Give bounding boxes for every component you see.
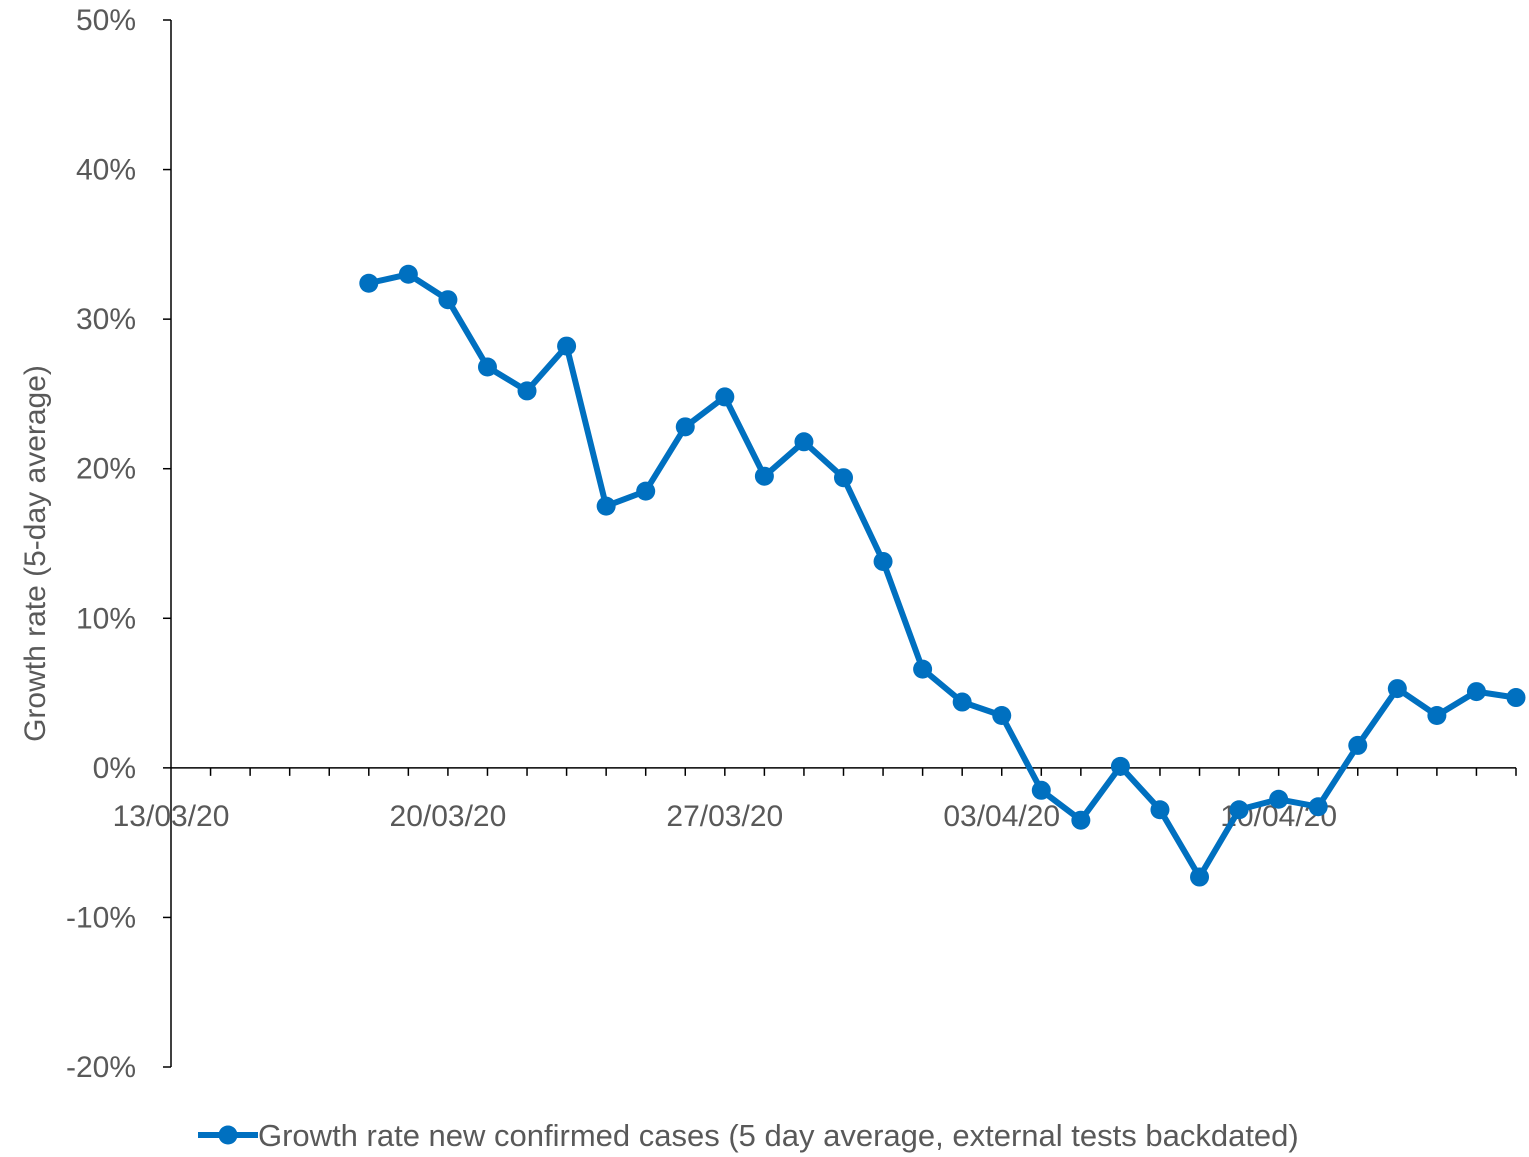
data-point xyxy=(1308,797,1328,817)
data-point xyxy=(952,692,972,712)
x-tick-label: 13/03/20 xyxy=(113,800,230,833)
data-point xyxy=(992,706,1012,726)
data-point xyxy=(477,357,497,377)
y-tick-label: 20% xyxy=(76,453,136,486)
data-point xyxy=(1110,756,1130,776)
data-point xyxy=(1506,688,1526,708)
data-point xyxy=(398,264,418,284)
data-point xyxy=(1387,679,1407,699)
x-tick-label: 20/03/20 xyxy=(390,800,507,833)
data-point xyxy=(913,659,933,679)
y-axis-title: Growth rate (5-day average) xyxy=(19,365,52,742)
y-tick-label: 30% xyxy=(76,303,136,336)
x-tick-label: 03/04/20 xyxy=(943,800,1060,833)
legend-label: Growth rate new confirmed cases (5 day a… xyxy=(258,1118,1299,1153)
data-point xyxy=(1190,867,1210,887)
data-point xyxy=(438,290,458,310)
y-tick-label: 0% xyxy=(93,752,136,785)
series-line xyxy=(368,271,1517,880)
data-point xyxy=(794,432,814,452)
data-point xyxy=(557,336,577,356)
data-point xyxy=(1466,682,1486,702)
legend: Growth rate new confirmed cases (5 day a… xyxy=(198,1118,1299,1153)
data-point xyxy=(1150,800,1170,820)
data-point xyxy=(675,417,695,437)
data-point xyxy=(1348,735,1368,755)
data-point xyxy=(1229,800,1249,820)
y-tick-label: 40% xyxy=(76,154,136,187)
series-layer xyxy=(359,264,1526,887)
y-tick-label: -10% xyxy=(66,901,136,934)
y-axis: -20% -10% 0% 10% 20% 30% 40% 50% xyxy=(66,4,172,1084)
data-point xyxy=(596,496,616,516)
data-point xyxy=(1031,780,1051,800)
data-point xyxy=(1427,706,1447,726)
x-tick-label: 27/03/20 xyxy=(666,800,783,833)
data-point xyxy=(834,468,853,488)
y-tick-label: -20% xyxy=(66,1051,136,1084)
data-point xyxy=(1071,810,1091,830)
y-tick-label: 50% xyxy=(76,4,136,37)
data-point xyxy=(517,381,537,401)
data-point xyxy=(873,551,893,571)
legend-point-marker xyxy=(218,1125,238,1145)
y-tick-label: 10% xyxy=(76,602,136,635)
data-point xyxy=(754,466,774,486)
data-point xyxy=(715,387,735,407)
data-point xyxy=(359,273,379,293)
data-point xyxy=(1269,789,1289,809)
x-axis: 13/03/20 20/03/20 27/03/20 03/04/20 10/04/20 xyxy=(113,767,1517,833)
data-point xyxy=(636,481,656,501)
